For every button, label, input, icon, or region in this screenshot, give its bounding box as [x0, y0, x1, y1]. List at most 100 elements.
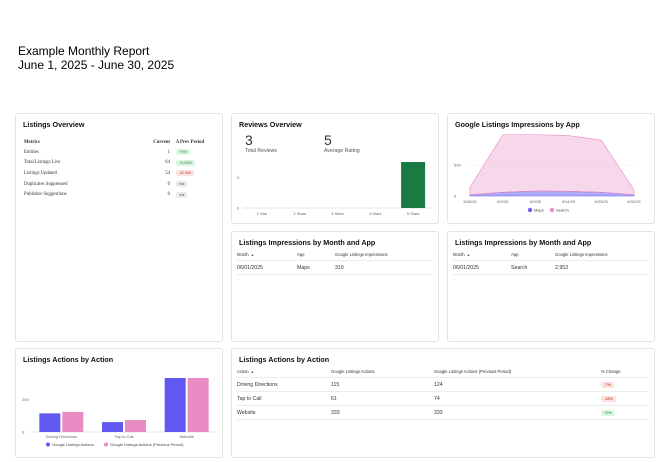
legend-label: Search — [556, 208, 569, 213]
sort-ascending-icon[interactable]: ▲ — [466, 253, 471, 257]
actions-bar-chart: 0 200 Driving Directions Tap to Call Website… — [22, 378, 218, 447]
y-tick-label: 0 — [454, 194, 457, 199]
table-row: 06/01/2025 Maps 319 — [237, 261, 433, 275]
card-title: Google Listings Impressions by App — [455, 120, 580, 129]
card-title: Listings Actions by Action — [23, 355, 114, 364]
card-title: Listings Overview — [23, 120, 85, 129]
metric-current: 1 — [167, 149, 170, 155]
legend-label: Google Listings Actions — [52, 442, 94, 447]
table-cell: -18% — [601, 395, 649, 402]
legend-swatch — [527, 207, 533, 213]
table-row: Website 333 333 +0% — [237, 406, 649, 420]
table-cell: Website — [237, 409, 256, 416]
change-badge: -18% — [601, 395, 616, 402]
average-rating-value: 5 — [324, 132, 332, 148]
listings-overview-card: Listings Overview Metrics Current Δ Prev… — [15, 113, 223, 342]
metric-name: Listings Updated — [24, 170, 57, 176]
x-tick-label: 3 Stars — [331, 211, 344, 216]
impressions-table: Month ▲ App Google Listings Impressions 0… — [453, 249, 649, 275]
metric-change-cell: n/a — [176, 191, 216, 198]
y-tick-label: 200 — [22, 397, 29, 402]
report-date-range: June 1, 2025 - June 30, 2025 — [18, 58, 175, 72]
card-title: Listings Actions by Action — [239, 355, 330, 364]
x-tick-label: 2 Stars — [293, 211, 306, 216]
metric-current: 64 — [165, 160, 170, 166]
table-cell: 124 — [434, 381, 443, 388]
table-row: Tap to Call 61 74 -18% — [237, 392, 649, 406]
table-cell: 333 — [434, 409, 443, 416]
table-header-row: Month ▲ App Google Listings Impressions — [237, 249, 433, 261]
table-cell: 61 — [331, 395, 337, 402]
y-tick-label: 2 — [237, 175, 240, 180]
metric-name: Entities — [24, 149, 39, 155]
table-cell: 06/01/2025 — [453, 264, 479, 271]
table-cell: -7% — [601, 381, 649, 388]
metric-change-cell: +4.92% — [176, 159, 216, 166]
reviews-bar-chart: 0 2 1 Star 2 Stars 3 Stars 4 Stars 5 Stars — [237, 162, 432, 216]
bar — [39, 413, 61, 432]
reviews-overview-card: Reviews Overview 3 Total Reviews 5 Avera… — [231, 113, 439, 224]
column-header: Google Listings Actions — [331, 369, 375, 374]
x-tick-label: 6/30/25 — [627, 199, 641, 204]
x-tick-label: 5 Stars — [407, 211, 420, 216]
table-cell: Maps — [297, 264, 310, 271]
bar — [401, 162, 426, 208]
impressions-table-card-search: Listings Impressions by Month and App Mo… — [447, 231, 655, 342]
table-row: Duplicates Suppressed 0 n/a — [24, 179, 216, 190]
change-badge: n/a — [176, 181, 188, 188]
actions-table-card: Listings Actions by Action Action ▲ Googl… — [231, 348, 655, 458]
table-cell: 74 — [434, 395, 440, 402]
metric-name: Publisher Suggestions — [24, 192, 67, 198]
table-header-row: Month ▲ App Google Listings Impressions — [453, 249, 649, 261]
bar — [164, 378, 186, 432]
legend-label: Google Listings Actions (Previous Period… — [110, 442, 184, 447]
column-header: Google Listings Impressions — [555, 252, 608, 257]
card-title: Reviews Overview — [239, 120, 302, 129]
metric-current: 0 — [167, 181, 170, 187]
column-header: Δ Prev Period — [176, 140, 205, 145]
x-tick-label: 6/2/25 — [497, 199, 509, 204]
sort-ascending-icon[interactable]: ▲ — [250, 253, 255, 257]
report-title: Example Monthly Report — [18, 44, 150, 58]
column-header-action[interactable]: Action ▲ — [237, 369, 255, 374]
report-header: Example Monthly Report June 1, 2025 - Ju… — [18, 44, 174, 72]
metric-name: Total Listings Live — [24, 160, 61, 166]
column-header: % Change — [601, 369, 621, 374]
table-row: Listings Updated 54 -47.6% — [24, 168, 216, 179]
legend-label: Maps — [534, 208, 544, 213]
x-tick-label: 4 Stars — [369, 211, 382, 216]
metric-current: 54 — [165, 170, 170, 176]
column-header: Google Listings Impressions — [335, 252, 388, 257]
table-cell: +0% — [601, 409, 649, 416]
sort-ascending-icon[interactable]: ▲ — [250, 370, 255, 374]
bar — [187, 378, 209, 432]
metric-current: 0 — [167, 192, 170, 198]
impressions-table-card-maps: Listings Impressions by Month and App Mo… — [231, 231, 439, 342]
table-row: Driving Directions 115 124 -7% — [237, 378, 649, 392]
table-row: Total Listings Live 64 +4.92% — [24, 158, 216, 169]
legend-swatch — [104, 442, 108, 447]
change-badge: n/a — [176, 191, 188, 198]
y-tick-label: 0 — [237, 206, 240, 211]
table-cell: Tap to Call — [237, 395, 262, 402]
legend-swatch — [46, 442, 50, 447]
impressions-area-chart: 0 500 5/28/25 6/2/25 6/9/25 6/14/25 6/23/25 6/3… — [454, 134, 641, 213]
table-cell: 06/01/2025 — [237, 264, 263, 271]
card-title: Listings Impressions by Month and App — [455, 238, 592, 247]
metric-change-cell: +0% — [176, 149, 216, 156]
impressions-table: Month ▲ App Google Listings Impressions 0… — [237, 249, 433, 275]
legend-swatch — [549, 207, 555, 213]
metric-change-cell: n/a — [176, 181, 216, 188]
series-area — [469, 134, 635, 196]
x-tick-label: 6/9/25 — [530, 199, 542, 204]
card-title: Listings Impressions by Month and App — [239, 238, 376, 247]
column-header-month[interactable]: Month ▲ — [237, 252, 255, 257]
x-tick-label: 1 Star — [257, 211, 268, 216]
table-header-row: Action ▲ Google Listings Actions Google L… — [237, 366, 649, 378]
bar — [125, 420, 146, 432]
column-header-month[interactable]: Month ▲ — [453, 252, 471, 257]
actions-table: Action ▲ Google Listings Actions Google L… — [237, 366, 649, 420]
impressions-by-app-card: Google Listings Impressions by App 0 500 5… — [447, 113, 655, 224]
x-tick-label: Website — [179, 434, 194, 439]
table-cell: Driving Directions — [237, 381, 278, 388]
